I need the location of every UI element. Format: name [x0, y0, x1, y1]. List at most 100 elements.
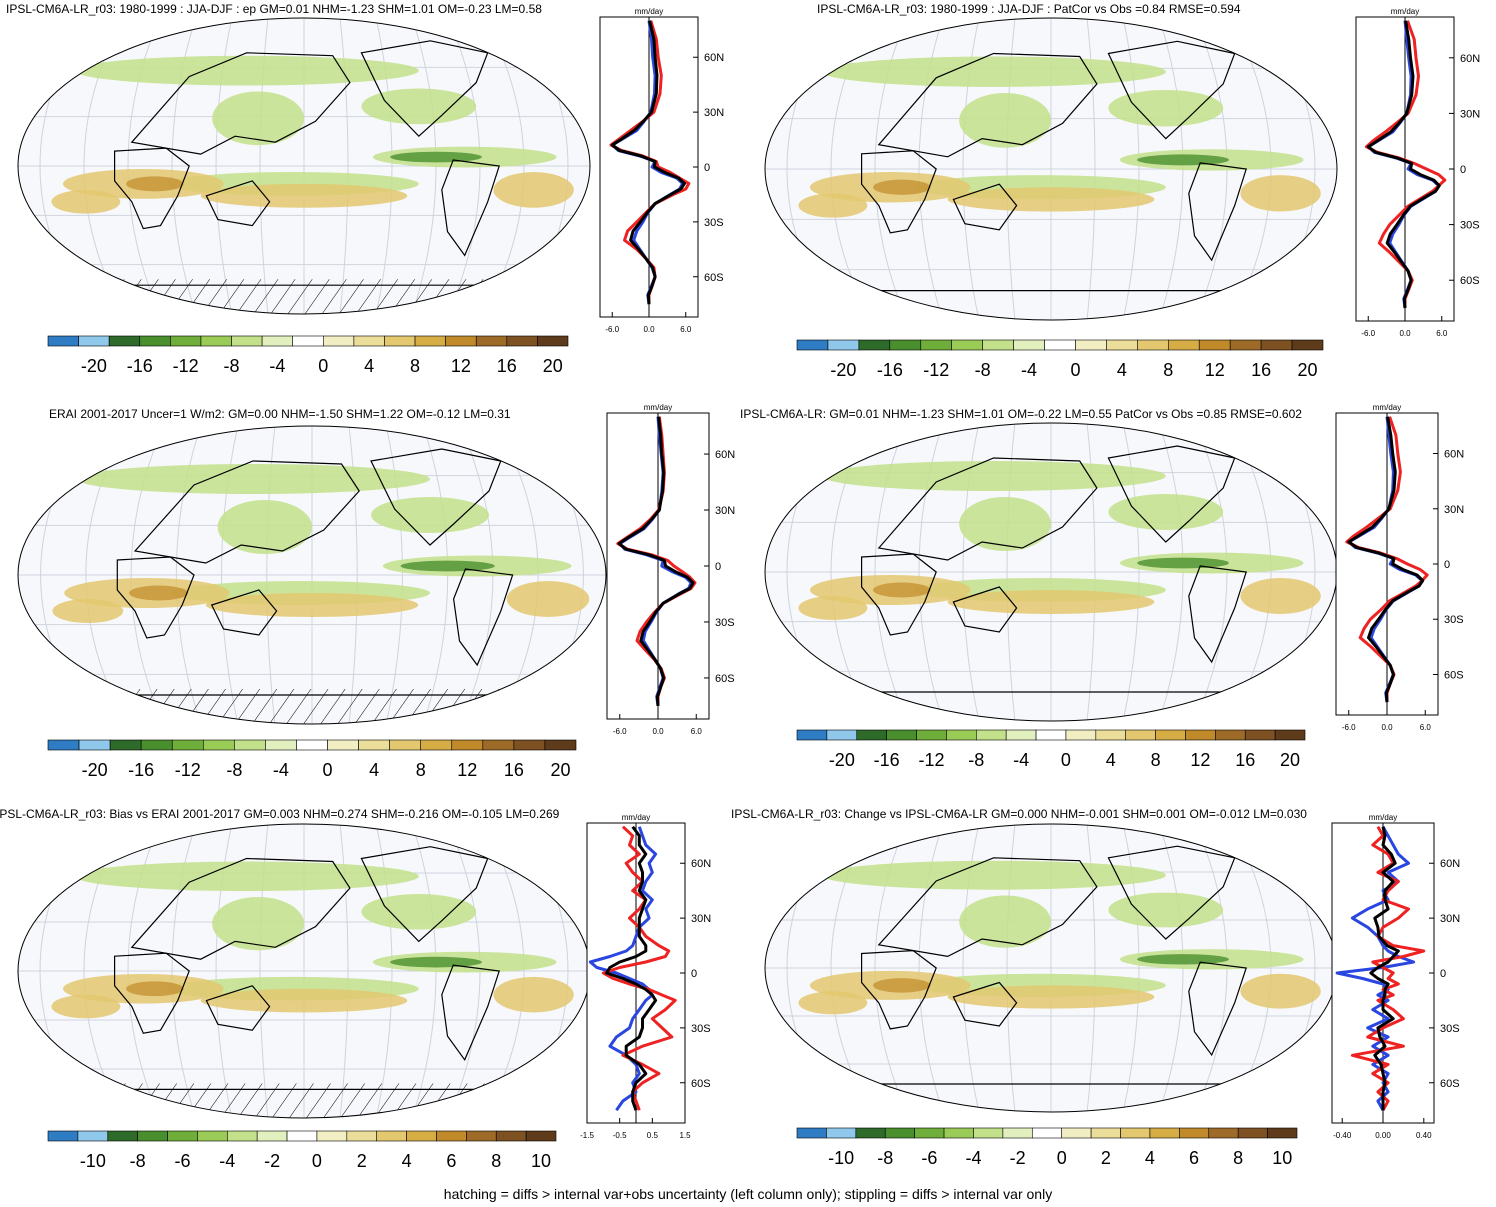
panel-title: IPSL-CM6A-LR_r03: 1980-1999 : JJA-DJF : … [817, 2, 1241, 16]
unit-label: mm/day [1369, 813, 1397, 822]
y-tick-label: 30S [715, 617, 735, 629]
colorbar-swatch [108, 335, 141, 347]
colorbar-swatch [436, 1130, 467, 1142]
x-tick-label: 6.0 [691, 727, 703, 736]
colorbar-label: 4 [1145, 1148, 1155, 1168]
wet-anomaly [74, 55, 419, 86]
panel-title: IPSL-CM6A-LR_r03: Change vs IPSL-CM6A-LR… [731, 807, 1307, 821]
continent-outline [360, 846, 489, 943]
continent-outline [205, 985, 271, 1031]
colorbar-label: -8 [968, 750, 984, 770]
dry-anomaly [51, 994, 121, 1019]
colorbar-label: 2 [357, 1151, 367, 1171]
colorbar-swatch [200, 335, 232, 347]
zonal-mean-plot: mm/day 60N 30N 0 30S 60S -6.0 0.0 6.0 [599, 7, 724, 334]
colorbar-label: -4 [273, 760, 289, 780]
continent-outline [1188, 961, 1247, 1057]
colorbar-label: 0 [1061, 750, 1071, 770]
colorbar-swatch [1208, 1127, 1239, 1139]
colorbar-swatch [884, 1127, 915, 1139]
wet-anomaly [212, 91, 304, 146]
colorbar-swatch [943, 1127, 974, 1139]
colorbar-swatch [796, 1127, 827, 1139]
wet-anomaly [74, 861, 419, 892]
x-tick-label: 1.5 [679, 1131, 691, 1140]
colorbar-label: -2 [1010, 1148, 1026, 1168]
hatching-region [103, 279, 505, 314]
dry-anomaly [947, 590, 1155, 614]
map [764, 823, 1338, 1113]
wet-anomaly [959, 93, 1051, 148]
colorbar-label: -4 [965, 1148, 981, 1168]
continent-outline [360, 40, 489, 138]
colorbar-label: 0 [312, 1151, 322, 1171]
x-tick-label: 6.0 [680, 325, 692, 334]
colorbar-label: -8 [975, 360, 991, 380]
colorbar-label: -8 [130, 1151, 146, 1171]
continent-outline [130, 52, 351, 155]
x-tick-label: -6.0 [613, 727, 627, 736]
y-tick-label: 60S [1460, 275, 1480, 287]
colorbar-swatch [47, 335, 79, 347]
colorbar-swatch [358, 739, 390, 751]
y-tick-label: 60S [691, 1078, 711, 1090]
x-tick-label: 0.0 [1399, 329, 1411, 338]
continent-outline [452, 568, 514, 667]
y-tick-label: 60S [1440, 1078, 1460, 1090]
y-tick-label: 60S [1444, 669, 1464, 681]
colorbar-swatch [1260, 339, 1293, 351]
colorbar-swatch [1005, 729, 1037, 741]
colorbar-swatch [226, 1130, 258, 1142]
colorbar-label: -8 [877, 1148, 893, 1168]
continent-outline [441, 964, 500, 1062]
colorbar-swatch [137, 1130, 168, 1142]
colorbar-swatch [47, 1130, 79, 1142]
colorbar-swatch [292, 335, 324, 347]
y-tick-label: 0 [1460, 164, 1466, 176]
colorbar-swatch [78, 739, 111, 751]
colorbar-swatch [286, 1130, 318, 1142]
colorbar-label: -6 [921, 1148, 937, 1168]
colorbar-swatch [376, 1130, 407, 1142]
colorbar-label: 12 [457, 760, 477, 780]
y-tick-label: 60N [1440, 858, 1460, 870]
wet-anomaly [1108, 494, 1224, 530]
y-tick-label: 60N [704, 52, 724, 64]
colorbar-swatch [537, 335, 569, 347]
colorbar-swatch [414, 335, 446, 347]
x-tick-label: 0.0 [643, 325, 655, 334]
y-tick-label: 0 [1440, 968, 1446, 980]
colorbar-swatch [466, 1130, 497, 1142]
colorbar-swatch [1237, 1127, 1268, 1139]
x-tick-label: 0.5 [647, 1131, 659, 1140]
colorbar-label: 12 [1190, 750, 1210, 770]
colorbar-label: 6 [446, 1151, 456, 1171]
y-tick-label: 30S [704, 217, 724, 229]
wet-anomaly-core [1137, 557, 1229, 569]
colorbar-swatch [495, 1130, 527, 1142]
colorbar-swatch [1179, 1127, 1210, 1139]
y-tick-label: 60N [1460, 53, 1480, 65]
colorbar-label: 16 [504, 760, 524, 780]
dry-anomaly [506, 581, 590, 617]
unit-label: mm/day [644, 403, 672, 412]
colorbar-label: -20 [830, 360, 856, 380]
colorbar-label: 16 [497, 356, 517, 376]
map-border [764, 17, 1338, 321]
y-tick-label: 60N [715, 449, 735, 461]
colorbar: -20 -16 -12 -8 -4 0 4 8 12 16 20 [796, 339, 1324, 380]
y-tick-label: 30N [691, 913, 711, 925]
colorbar-swatch [1137, 339, 1169, 351]
colorbar-swatch [389, 739, 422, 751]
colorbar-label: 8 [1151, 750, 1161, 770]
continent-outline [1188, 565, 1247, 664]
colorbar-swatch [1291, 339, 1324, 351]
colorbar-label: 8 [410, 356, 420, 376]
colorbar-swatch [826, 729, 858, 741]
map [764, 17, 1338, 321]
y-tick-label: 30N [1440, 913, 1460, 925]
colorbar-label: -12 [923, 360, 949, 380]
dry-anomaly [1240, 175, 1321, 212]
dry-anomaly [200, 988, 408, 1013]
continent-outline [877, 457, 1098, 561]
